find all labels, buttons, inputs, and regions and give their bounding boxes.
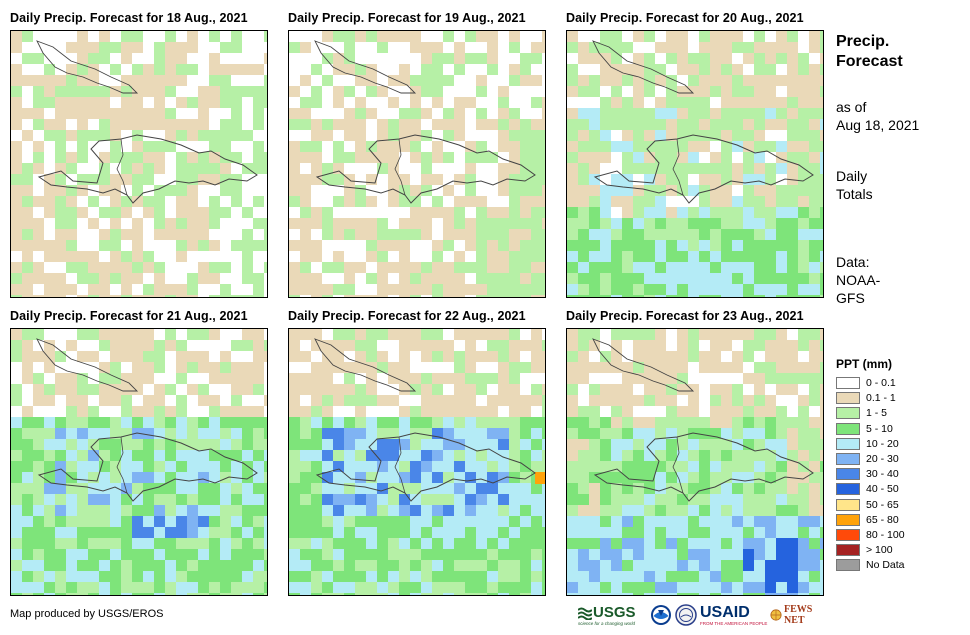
legend-swatch [836,513,860,526]
legend-label: 1 - 5 [866,407,888,420]
precip-grid [567,31,823,297]
legend-label: 65 - 80 [866,513,899,526]
legend-label: No Data [866,559,905,572]
legend-swatch [836,407,860,420]
noaa-logo [650,602,672,628]
usgs-logo: USGS science for a changing world [578,602,648,628]
legend-swatch [836,498,860,511]
hispaniola-outline [315,134,536,204]
hispaniola-outline [37,134,258,204]
fewsnet-wordmark: FEWS NET [783,604,813,626]
haiti-dr-border [672,138,684,196]
forecast-map-3 [566,30,824,298]
hispaniola-outline [593,432,814,502]
forecast-map-1 [10,30,268,298]
cuba-outline [592,40,695,94]
data-source-line3: GFS [836,290,865,306]
usgs-tagline: science for a changing world [578,621,636,626]
cuba-outline [592,338,695,392]
legend-swatch [836,529,860,541]
legend-swatch [836,377,860,389]
panel-title-3: Daily Precip. Forecast for 20 Aug., 2021 [566,11,804,25]
usaid-wordmark: USAID [700,603,750,621]
legend-swatch [836,559,860,572]
legend-label: 40 - 50 [866,483,899,496]
totals-label-line2: Totals [836,186,873,202]
totals-label-line1: Daily [836,168,868,184]
panel-title-4: Daily Precip. Forecast for 21 Aug., 2021 [10,309,248,323]
doi-seal-logo [675,602,697,628]
haiti-dr-border [672,436,684,494]
legend-label: 10 - 20 [866,437,899,450]
panel-title-2: Daily Precip. Forecast for 19 Aug., 2021 [288,11,526,25]
product-title-line2: Forecast [836,53,903,70]
legend-label: 5 - 10 [866,422,893,435]
usgs-wordmark: USGS [593,604,636,621]
usaid-logo: USAID FROM THE AMERICAN PEOPLE [700,602,768,628]
cuba-outline [36,40,139,94]
legend-label: 50 - 65 [866,498,899,511]
legend-label: 20 - 30 [866,453,899,465]
map-credit: Map produced by USGS/EROS [10,608,164,620]
haiti-dr-border [394,436,406,494]
precip-grid [567,329,823,595]
legend-swatch [836,392,860,405]
legend-swatch [836,468,860,481]
panel-title-6: Daily Precip. Forecast for 23 Aug., 2021 [566,309,804,323]
cuba-outline [314,40,417,94]
hispaniola-outline [593,134,814,204]
as-of-label: as of [836,99,867,115]
forecast-map-2 [288,30,546,298]
legend-swatch [836,544,860,557]
data-source-line1: Data: [836,254,870,270]
forecast-map-4 [10,328,268,596]
fewsnet-globe-icon [770,609,782,621]
legend-swatch [836,422,860,435]
legend-swatch [836,453,860,465]
legend-label: 30 - 40 [866,468,899,481]
cuba-outline [314,338,417,392]
partner-logos: USGS science for a changing world USAID … [578,600,828,630]
haiti-dr-border [394,138,406,196]
haiti-dr-border [116,138,128,196]
forecast-map-6 [566,328,824,596]
legend-label: 0 - 0.1 [866,377,896,389]
hispaniola-outline [315,432,536,502]
panel-title-5: Daily Precip. Forecast for 22 Aug., 2021 [288,309,526,323]
precip-grid [11,31,267,297]
panel-title-1: Daily Precip. Forecast for 18 Aug., 2021 [10,11,248,25]
precip-grid [11,329,267,595]
data-source-line2: NOAA- [836,272,881,288]
usaid-tagline: FROM THE AMERICAN PEOPLE [700,620,768,626]
legend-label: 0.1 - 1 [866,392,896,405]
legend-title: PPT (mm) [836,357,893,371]
haiti-dr-border [116,436,128,494]
legend-swatch [836,483,860,496]
fewsnet-logo: FEWS NET [770,602,828,628]
usgs-wave-icon [578,607,592,620]
cuba-outline [36,338,139,392]
legend-swatch [836,437,860,450]
legend-label: > 100 [866,544,893,557]
precip-grid [289,31,545,297]
as-of-date: Aug 18, 2021 [836,117,920,133]
product-title-line1: Precip. [836,33,890,50]
forecast-map-5 [288,328,546,596]
legend-label: 80 - 100 [866,529,905,541]
hispaniola-outline [37,432,258,502]
precip-grid [289,329,545,595]
